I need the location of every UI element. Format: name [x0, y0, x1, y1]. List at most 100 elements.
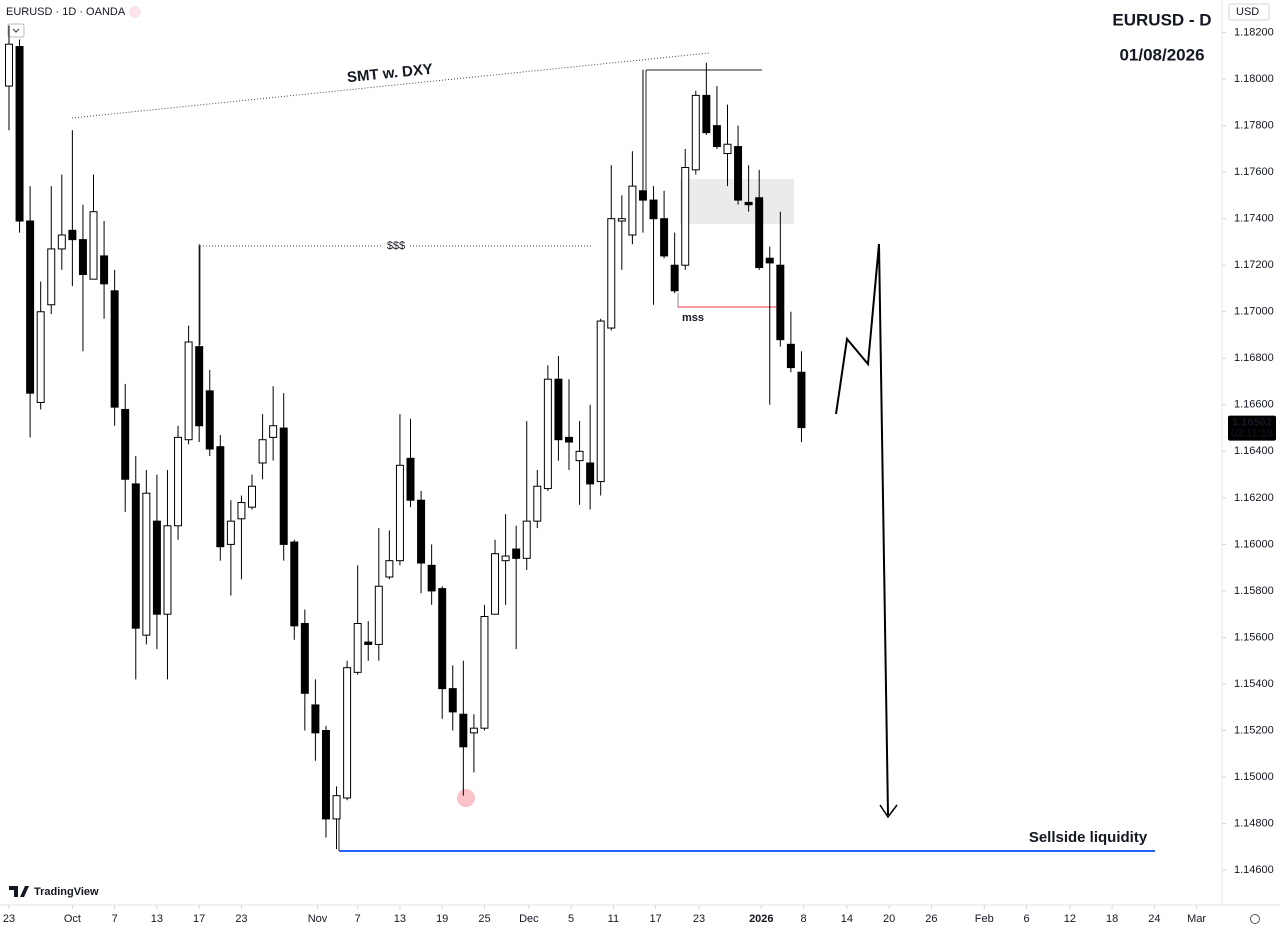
x-tick-label: 5	[568, 913, 574, 925]
candle-body	[755, 197, 764, 269]
candle-body	[501, 555, 510, 562]
last-price-label: 1.16502	[1232, 417, 1272, 429]
settings-button[interactable]	[1250, 914, 1260, 924]
y-tick-label: 1.16200	[1234, 492, 1274, 504]
x-tick-label: 12	[1064, 913, 1076, 925]
candle-body	[100, 255, 109, 285]
candle-body	[660, 218, 669, 257]
x-tick-label: 14	[841, 913, 853, 925]
countdown-label: 03:11:18	[1231, 428, 1273, 440]
brand-logo: TradingView	[34, 886, 99, 898]
currency-button[interactable]	[1228, 3, 1270, 21]
candle-body	[681, 167, 690, 266]
y-tick-label: 1.18000	[1234, 73, 1274, 85]
x-tick-label: 19	[436, 913, 448, 925]
candle-body	[786, 343, 795, 369]
x-tick-label: 18	[1106, 913, 1118, 925]
x-tick-label: 13	[151, 913, 163, 925]
y-tick-label: 1.17600	[1234, 166, 1274, 178]
candle-body	[596, 320, 605, 483]
candle-body	[565, 436, 573, 443]
collapse-button[interactable]	[7, 23, 25, 38]
candle-body	[290, 541, 299, 627]
x-tick-label: 23	[3, 913, 15, 925]
candle-body	[332, 795, 341, 820]
y-tick-label: 1.15600	[1234, 631, 1274, 643]
candle-body	[575, 450, 584, 462]
candle-body	[163, 525, 172, 615]
y-tick-label: 1.17800	[1234, 120, 1274, 132]
candle-body	[279, 427, 288, 545]
status-icon	[129, 6, 141, 18]
projection-arrowhead	[879, 804, 898, 819]
y-tick-label: 1.17000	[1234, 306, 1274, 318]
y-tick-label: 1.17400	[1234, 213, 1274, 225]
candle-body	[638, 190, 647, 201]
x-tick-label: 13	[394, 913, 406, 925]
x-tick-label: 26	[925, 913, 937, 925]
x-tick-label: 8	[801, 913, 807, 925]
candle-body	[353, 622, 362, 673]
candle-body	[269, 425, 278, 438]
mss-label: mss	[682, 312, 704, 324]
candle-body	[174, 436, 183, 527]
candle-body	[744, 201, 753, 206]
x-tick-label: 23	[235, 913, 247, 925]
candle-body	[311, 704, 320, 734]
y-tick-label: 1.15800	[1234, 585, 1274, 597]
y-tick-label: 1.16000	[1234, 538, 1274, 550]
candle-body	[321, 730, 330, 820]
label-bg	[382, 239, 410, 253]
candle-body	[300, 622, 309, 694]
candle-body	[36, 311, 45, 403]
candle-body	[776, 264, 785, 341]
y-tick-label: 1.16600	[1234, 399, 1274, 411]
x-tick-label: 2026	[749, 913, 773, 925]
candle-body	[522, 520, 531, 559]
y-tick-label: 1.14800	[1234, 817, 1274, 829]
y-tick-label: 1.15200	[1234, 724, 1274, 736]
y-tick-label: 1.14600	[1234, 864, 1274, 876]
candle-body	[364, 641, 373, 645]
symbol-header[interactable]: EURUSD · 1D · OANDA	[6, 6, 126, 18]
x-tick-label: Nov	[308, 913, 328, 925]
candle-body	[216, 446, 225, 548]
x-tick-label: 24	[1148, 913, 1160, 925]
candle-body	[702, 94, 711, 134]
candle-body	[226, 520, 235, 545]
chart-subtitle: 01/08/2026	[1119, 45, 1204, 64]
candle-body	[258, 439, 267, 464]
x-tick-label: 6	[1023, 913, 1029, 925]
x-tick-label: 7	[355, 913, 361, 925]
candle-body	[617, 218, 626, 222]
liquidity-label: $$$	[387, 240, 405, 252]
candle-body	[15, 46, 24, 222]
x-tick-label: Feb	[975, 913, 994, 925]
x-tick-label: 23	[693, 913, 705, 925]
candle-body	[607, 218, 616, 329]
candle-body	[47, 248, 56, 306]
candle-body	[142, 492, 151, 636]
x-tick-label: 7	[112, 913, 118, 925]
y-tick-label: 1.17200	[1234, 259, 1274, 271]
brand-icon	[9, 886, 29, 897]
candle-body	[4, 43, 13, 87]
candle-body	[797, 371, 806, 429]
candle-body	[343, 667, 352, 799]
candle-body	[586, 462, 595, 485]
candle-body	[543, 378, 552, 490]
candle-body	[491, 553, 500, 615]
candle-body	[649, 199, 658, 220]
candle-body	[195, 346, 204, 427]
x-tick-label: 20	[883, 913, 895, 925]
currency-label: USD	[1236, 6, 1259, 18]
candle-body	[57, 234, 66, 250]
chevron-icon	[12, 28, 20, 33]
candle-body	[26, 220, 35, 394]
candle-body	[406, 457, 415, 501]
candle-body	[237, 502, 246, 520]
candle-body	[469, 727, 478, 734]
x-tick-label: Mar	[1187, 913, 1206, 925]
x-tick-label: 11	[608, 913, 619, 925]
